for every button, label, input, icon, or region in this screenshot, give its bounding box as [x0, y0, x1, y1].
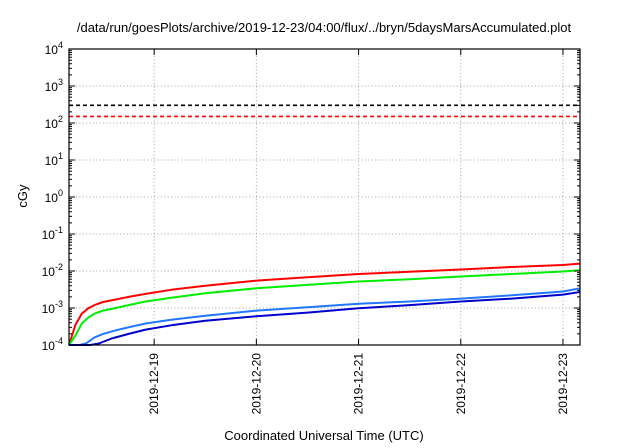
- y-tick-base: 10: [45, 154, 59, 168]
- y-tick-exponent: 3: [58, 77, 63, 87]
- x-tick-label: 2019-12-23: [556, 353, 570, 415]
- y-tick-label: 102: [45, 114, 63, 131]
- tick-marks: [69, 48, 580, 346]
- y-tick-exponent: -2: [55, 262, 63, 272]
- y-tick-label: 10-4: [42, 336, 63, 353]
- y-tick-label: 10-2: [42, 262, 63, 279]
- y-tick-label: 103: [45, 77, 63, 94]
- y-tick-exponent: -3: [55, 299, 63, 309]
- series: [68, 262, 581, 346]
- x-tick-labels: 2019-12-19 2019-12-20 2019-12-21 2019-12-22…: [147, 353, 570, 415]
- x-tick-label: 2019-12-21: [352, 353, 366, 415]
- grid: [69, 49, 580, 345]
- y-tick-exponent: 4: [58, 40, 63, 50]
- y-tick-base: 10: [45, 80, 59, 94]
- y-tick-label: 101: [45, 151, 63, 168]
- x-tick-label: 2019-12-22: [454, 353, 468, 415]
- y-tick-label: 100: [45, 188, 63, 205]
- y-tick-base: 10: [42, 339, 56, 353]
- series-line: [68, 269, 581, 346]
- y-tick-base: 10: [45, 43, 59, 57]
- y-tick-base: 10: [42, 228, 56, 242]
- y-tick-base: 10: [42, 302, 56, 316]
- chart-title: /data/run/goesPlots/archive/2019-12-23/0…: [77, 20, 572, 35]
- y-tick-exponent: 0: [58, 188, 63, 198]
- y-tick-label: 10-3: [42, 299, 63, 316]
- y-tick-exponent: 1: [58, 151, 63, 161]
- y-tick-exponent: -1: [55, 225, 63, 235]
- y-tick-label: 10-1: [42, 225, 63, 242]
- x-tick-label: 2019-12-20: [249, 353, 263, 415]
- x-axis-label: Coordinated Universal Time (UTC): [224, 428, 423, 443]
- series-line: [69, 291, 581, 346]
- y-tick-label: 104: [45, 40, 63, 57]
- x-tick-label: 2019-12-19: [147, 353, 161, 415]
- y-tick-base: 10: [42, 265, 56, 279]
- y-tick-exponent: -4: [55, 336, 63, 346]
- y-tick-exponent: 2: [58, 114, 63, 124]
- y-tick-base: 10: [45, 117, 59, 131]
- series-line: [68, 262, 581, 346]
- y-tick-base: 10: [45, 191, 59, 205]
- reference-lines: [69, 104, 580, 118]
- y-axis-label: cGy: [15, 184, 30, 208]
- series-line: [69, 287, 581, 346]
